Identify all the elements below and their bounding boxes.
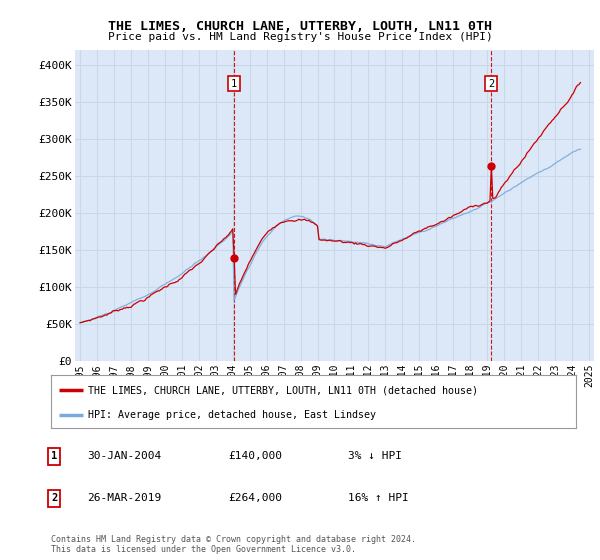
- Text: £140,000: £140,000: [228, 451, 282, 461]
- Text: 16% ↑ HPI: 16% ↑ HPI: [348, 493, 409, 503]
- Text: Contains HM Land Registry data © Crown copyright and database right 2024.
This d: Contains HM Land Registry data © Crown c…: [51, 535, 416, 554]
- Text: 26-MAR-2019: 26-MAR-2019: [87, 493, 161, 503]
- Text: 3% ↓ HPI: 3% ↓ HPI: [348, 451, 402, 461]
- Text: 1: 1: [231, 79, 237, 88]
- Text: 2: 2: [51, 493, 57, 503]
- Text: 30-JAN-2004: 30-JAN-2004: [87, 451, 161, 461]
- Text: 1: 1: [51, 451, 57, 461]
- Text: THE LIMES, CHURCH LANE, UTTERBY, LOUTH, LN11 0TH: THE LIMES, CHURCH LANE, UTTERBY, LOUTH, …: [108, 20, 492, 32]
- Text: Price paid vs. HM Land Registry's House Price Index (HPI): Price paid vs. HM Land Registry's House …: [107, 32, 493, 43]
- Text: HPI: Average price, detached house, East Lindsey: HPI: Average price, detached house, East…: [88, 410, 376, 420]
- Text: THE LIMES, CHURCH LANE, UTTERBY, LOUTH, LN11 0TH (detached house): THE LIMES, CHURCH LANE, UTTERBY, LOUTH, …: [88, 385, 478, 395]
- Text: £264,000: £264,000: [228, 493, 282, 503]
- Text: 2: 2: [488, 79, 494, 88]
